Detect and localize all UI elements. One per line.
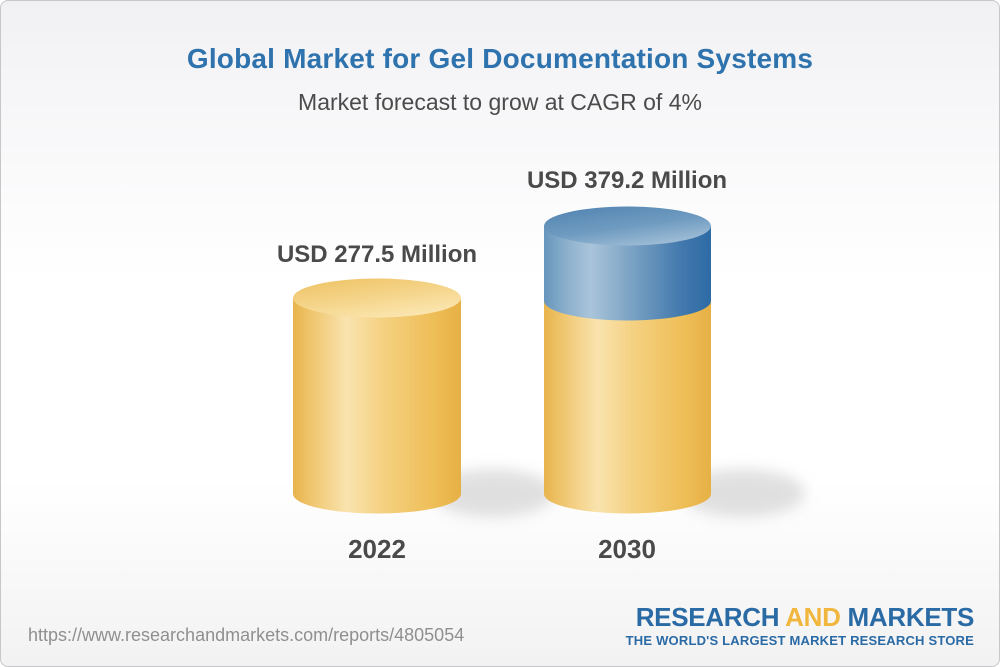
logo-word-research: RESEARCH	[635, 602, 780, 632]
logo-tagline: THE WORLD'S LARGEST MARKET RESEARCH STOR…	[625, 633, 974, 648]
page-title: Global Market for Gel Documentation Syst…	[186, 43, 814, 74]
page-subtitle: Market forecast to grow at CAGR of 4%	[298, 89, 702, 115]
logo-word-and: AND	[785, 602, 841, 632]
logo-word-markets: MARKETS	[847, 602, 975, 632]
cylinder-2030-growth	[544, 206, 711, 321]
report-url: https://www.researchandmarkets.com/repor…	[28, 625, 465, 645]
shadow-2022	[431, 469, 555, 517]
cylinder-2030-base	[544, 301, 711, 514]
axis-label-2030: 2030	[598, 534, 656, 564]
cylinder-2022	[293, 278, 461, 514]
shadow-2030	[681, 469, 805, 517]
logo-wordmark: RESEARCH AND MARKETS	[626, 602, 975, 632]
value-label-2030: USD 379.2 Million	[526, 167, 728, 194]
research-and-markets-logo: RESEARCH AND MARKETS THE WORLD'S LARGEST…	[625, 602, 975, 648]
value-label-2022: USD 277.5 Million	[276, 241, 478, 268]
axis-label-2022: 2022	[348, 534, 406, 564]
